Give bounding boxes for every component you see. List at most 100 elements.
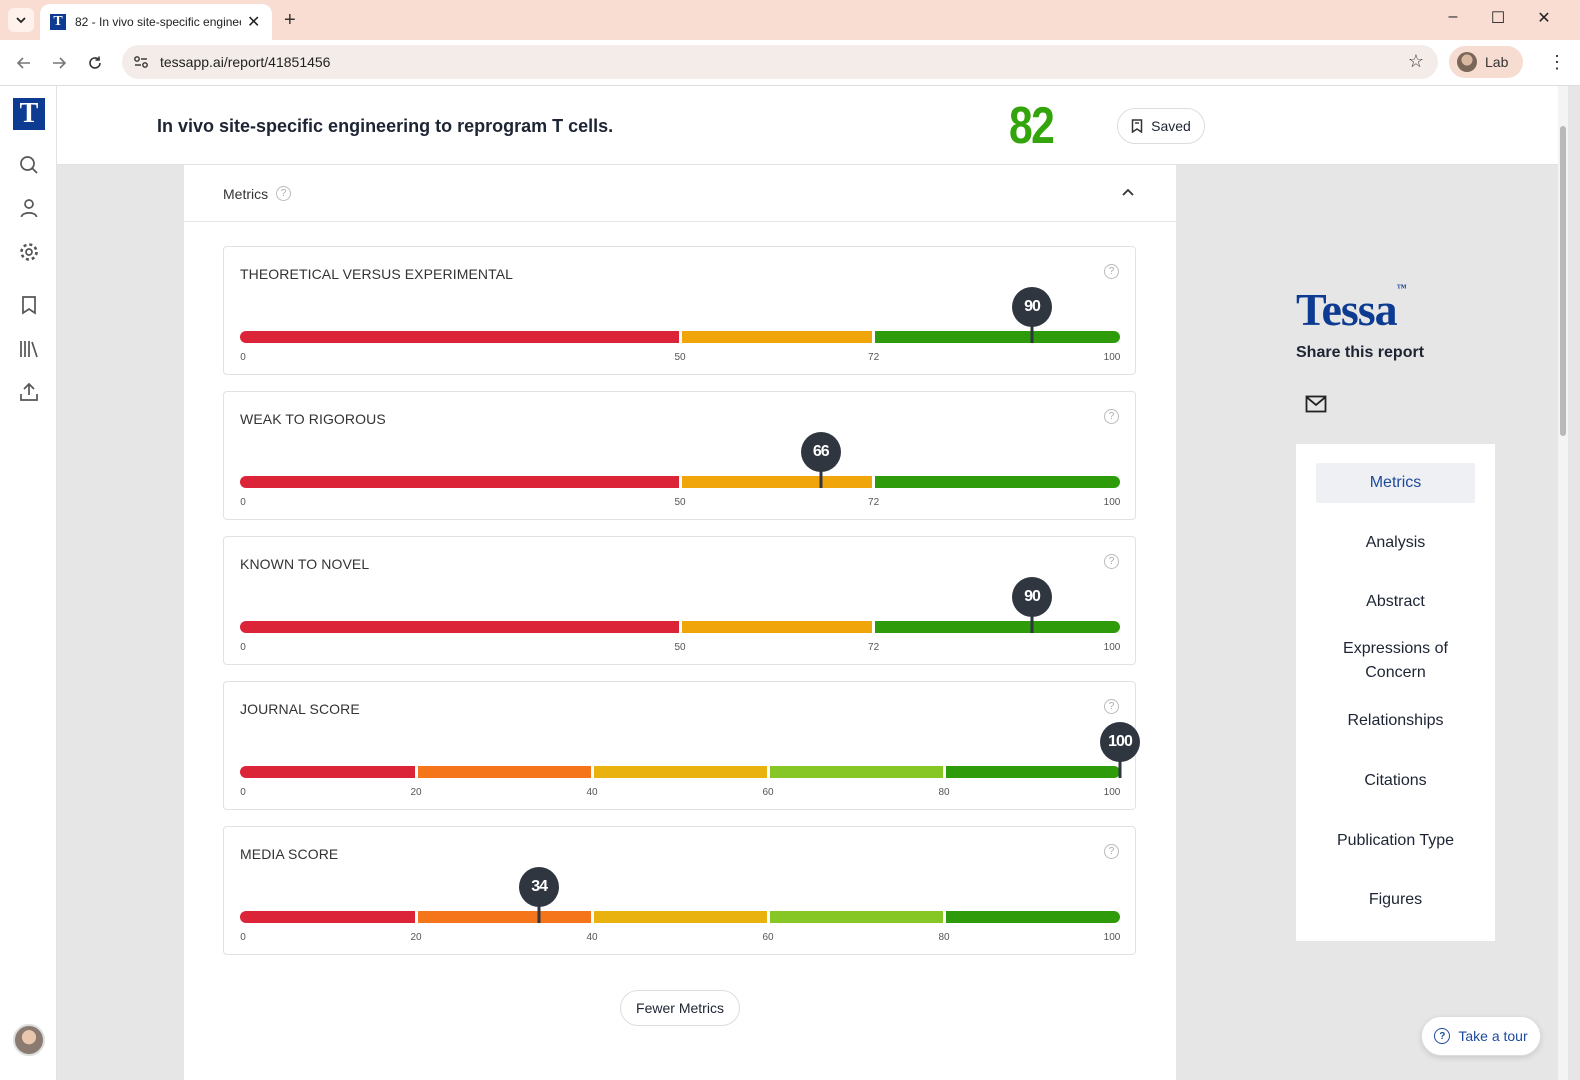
score-marker: 100 [1100, 722, 1140, 762]
score-marker-line [1030, 325, 1034, 343]
gauge-segment [945, 766, 1120, 778]
brand-trademark: ™ [1396, 283, 1407, 294]
user-avatar[interactable] [13, 1024, 45, 1056]
new-tab-button[interactable]: + [284, 9, 296, 31]
search-icon[interactable] [18, 154, 40, 176]
bookmark-star-icon[interactable]: ☆ [1407, 51, 1424, 71]
scrollbar-thumb[interactable] [1560, 126, 1566, 436]
toc-item[interactable]: Metrics [1316, 463, 1475, 503]
take-tour-button[interactable]: ? Take a tour [1421, 1016, 1541, 1056]
gauge-tick-label: 72 [868, 497, 880, 508]
gauge-tick-label: 100 [1103, 497, 1121, 508]
score-marker-line [1030, 615, 1034, 633]
gauge-tick-label: 80 [938, 932, 950, 943]
help-icon[interactable]: ? [1104, 844, 1119, 859]
address-bar[interactable]: tessapp.ai/report/41851456 ☆ [122, 45, 1438, 79]
upload-icon[interactable] [18, 381, 40, 403]
gauge-tick-label: 0 [240, 642, 246, 653]
toc-item[interactable]: Citations [1364, 772, 1427, 789]
toc-item[interactable]: Expressions of Concern [1343, 640, 1448, 681]
browser-toolbar: tessapp.ai/report/41851456 ☆ Lab ⋮ [0, 40, 1580, 86]
gauge-tick-label: 100 [1103, 642, 1121, 653]
gauge-tick-label: 72 [868, 642, 880, 653]
window-close-icon[interactable]: ✕ [1537, 10, 1551, 27]
page-scrollbar[interactable] [1558, 86, 1568, 1080]
tab-search-button[interactable] [8, 8, 34, 32]
take-tour-label: Take a tour [1458, 1028, 1528, 1044]
gauge-tick-label: 100 [1103, 932, 1121, 943]
mail-icon[interactable] [1305, 395, 1327, 413]
gear-icon[interactable] [18, 241, 40, 263]
app-sidebar: T [0, 86, 57, 1080]
profile-button[interactable]: Lab [1449, 46, 1523, 78]
help-icon[interactable]: ? [276, 186, 291, 201]
gauge-segment [417, 911, 591, 923]
chevron-up-icon[interactable] [1120, 185, 1136, 201]
tab-close-icon[interactable]: ✕ [247, 14, 261, 31]
gauge-segment [769, 766, 943, 778]
gauge-segment [875, 331, 1120, 343]
fewer-metrics-button[interactable]: Fewer Metrics [620, 990, 740, 1026]
help-circle-icon: ? [1434, 1028, 1451, 1044]
gauge-segment [681, 331, 873, 343]
metric-card: THEORETICAL VERSUS EXPERIMENTAL? 0 50 72 100… [223, 246, 1136, 375]
report-toc: Metrics Analysis Abstract Expressions of Co… [1296, 444, 1495, 941]
overall-score: 82 [1009, 97, 1055, 155]
reload-button[interactable] [84, 52, 106, 74]
gauge-segment [240, 621, 679, 633]
metric-gauge [240, 476, 1120, 488]
score-marker: 90 [1012, 577, 1052, 617]
gauge-segment [593, 911, 767, 923]
gauge-tick-label: 60 [762, 787, 774, 798]
tab-favicon: T [50, 14, 66, 30]
bookmark-icon[interactable] [18, 294, 40, 316]
score-marker: 34 [519, 867, 560, 907]
gauge-tick-label: 100 [1103, 787, 1121, 798]
toc-item[interactable]: Abstract [1366, 593, 1425, 610]
toc-item[interactable]: Relationships [1347, 712, 1444, 729]
score-marker: 66 [800, 432, 841, 472]
bookmark-icon [1131, 119, 1143, 133]
browser-tabstrip: T 82 - In vivo site-specific engineering… [0, 0, 1580, 40]
report-header: In vivo site-specific engineering to rep… [57, 86, 1568, 165]
gauge-tick-label: 40 [586, 932, 598, 943]
metric-title: JOURNAL SCORE [240, 701, 360, 717]
minimize-icon[interactable]: – [1448, 8, 1458, 25]
library-icon[interactable] [18, 338, 40, 360]
toc-item[interactable]: Figures [1368, 891, 1423, 908]
gauge-tick-label: 80 [938, 787, 950, 798]
gauge-tick-label: 0 [240, 932, 246, 943]
site-settings-icon[interactable] [132, 53, 150, 71]
gauge-tick-label: 50 [674, 497, 686, 508]
app-logo[interactable]: T [13, 98, 45, 130]
help-icon[interactable]: ? [1104, 699, 1119, 714]
help-icon[interactable]: ? [1104, 264, 1119, 279]
gauge-segment [240, 476, 679, 488]
browser-menu-icon[interactable]: ⋮ [1548, 52, 1566, 72]
saved-button[interactable]: Saved [1117, 108, 1205, 144]
metric-gauge [240, 766, 1120, 778]
metric-card: MEDIA SCORE? 0 20 40 60 80 100 34 [223, 826, 1136, 955]
browser-tab-active[interactable]: T 82 - In vivo site-specific engineering… [40, 4, 272, 40]
metric-title: MEDIA SCORE [240, 846, 339, 862]
score-marker-line [1118, 760, 1122, 778]
metric-title: THEORETICAL VERSUS EXPERIMENTAL [240, 266, 514, 282]
user-icon[interactable] [18, 197, 40, 219]
tab-title: 82 - In vivo site-specific engineering t… [75, 15, 241, 29]
maximize-icon[interactable]: ☐ [1490, 10, 1506, 27]
metric-gauge [240, 621, 1120, 633]
brand-name: Tessa [1296, 284, 1398, 335]
forward-button[interactable] [48, 52, 70, 74]
gauge-tick-label: 50 [674, 352, 686, 363]
profile-label: Lab [1485, 54, 1509, 70]
score-marker-line [537, 905, 541, 923]
toc-item[interactable]: Analysis [1365, 534, 1426, 551]
url-text: tessapp.ai/report/41851456 [160, 54, 331, 70]
help-icon[interactable]: ? [1104, 554, 1119, 569]
metrics-panel-header[interactable]: Metrics ? [184, 165, 1176, 222]
help-icon[interactable]: ? [1104, 409, 1119, 424]
toc-item[interactable]: Publication Type [1336, 832, 1455, 849]
gauge-segment [240, 766, 415, 778]
back-button[interactable] [13, 52, 35, 74]
gauge-segment [681, 621, 873, 633]
